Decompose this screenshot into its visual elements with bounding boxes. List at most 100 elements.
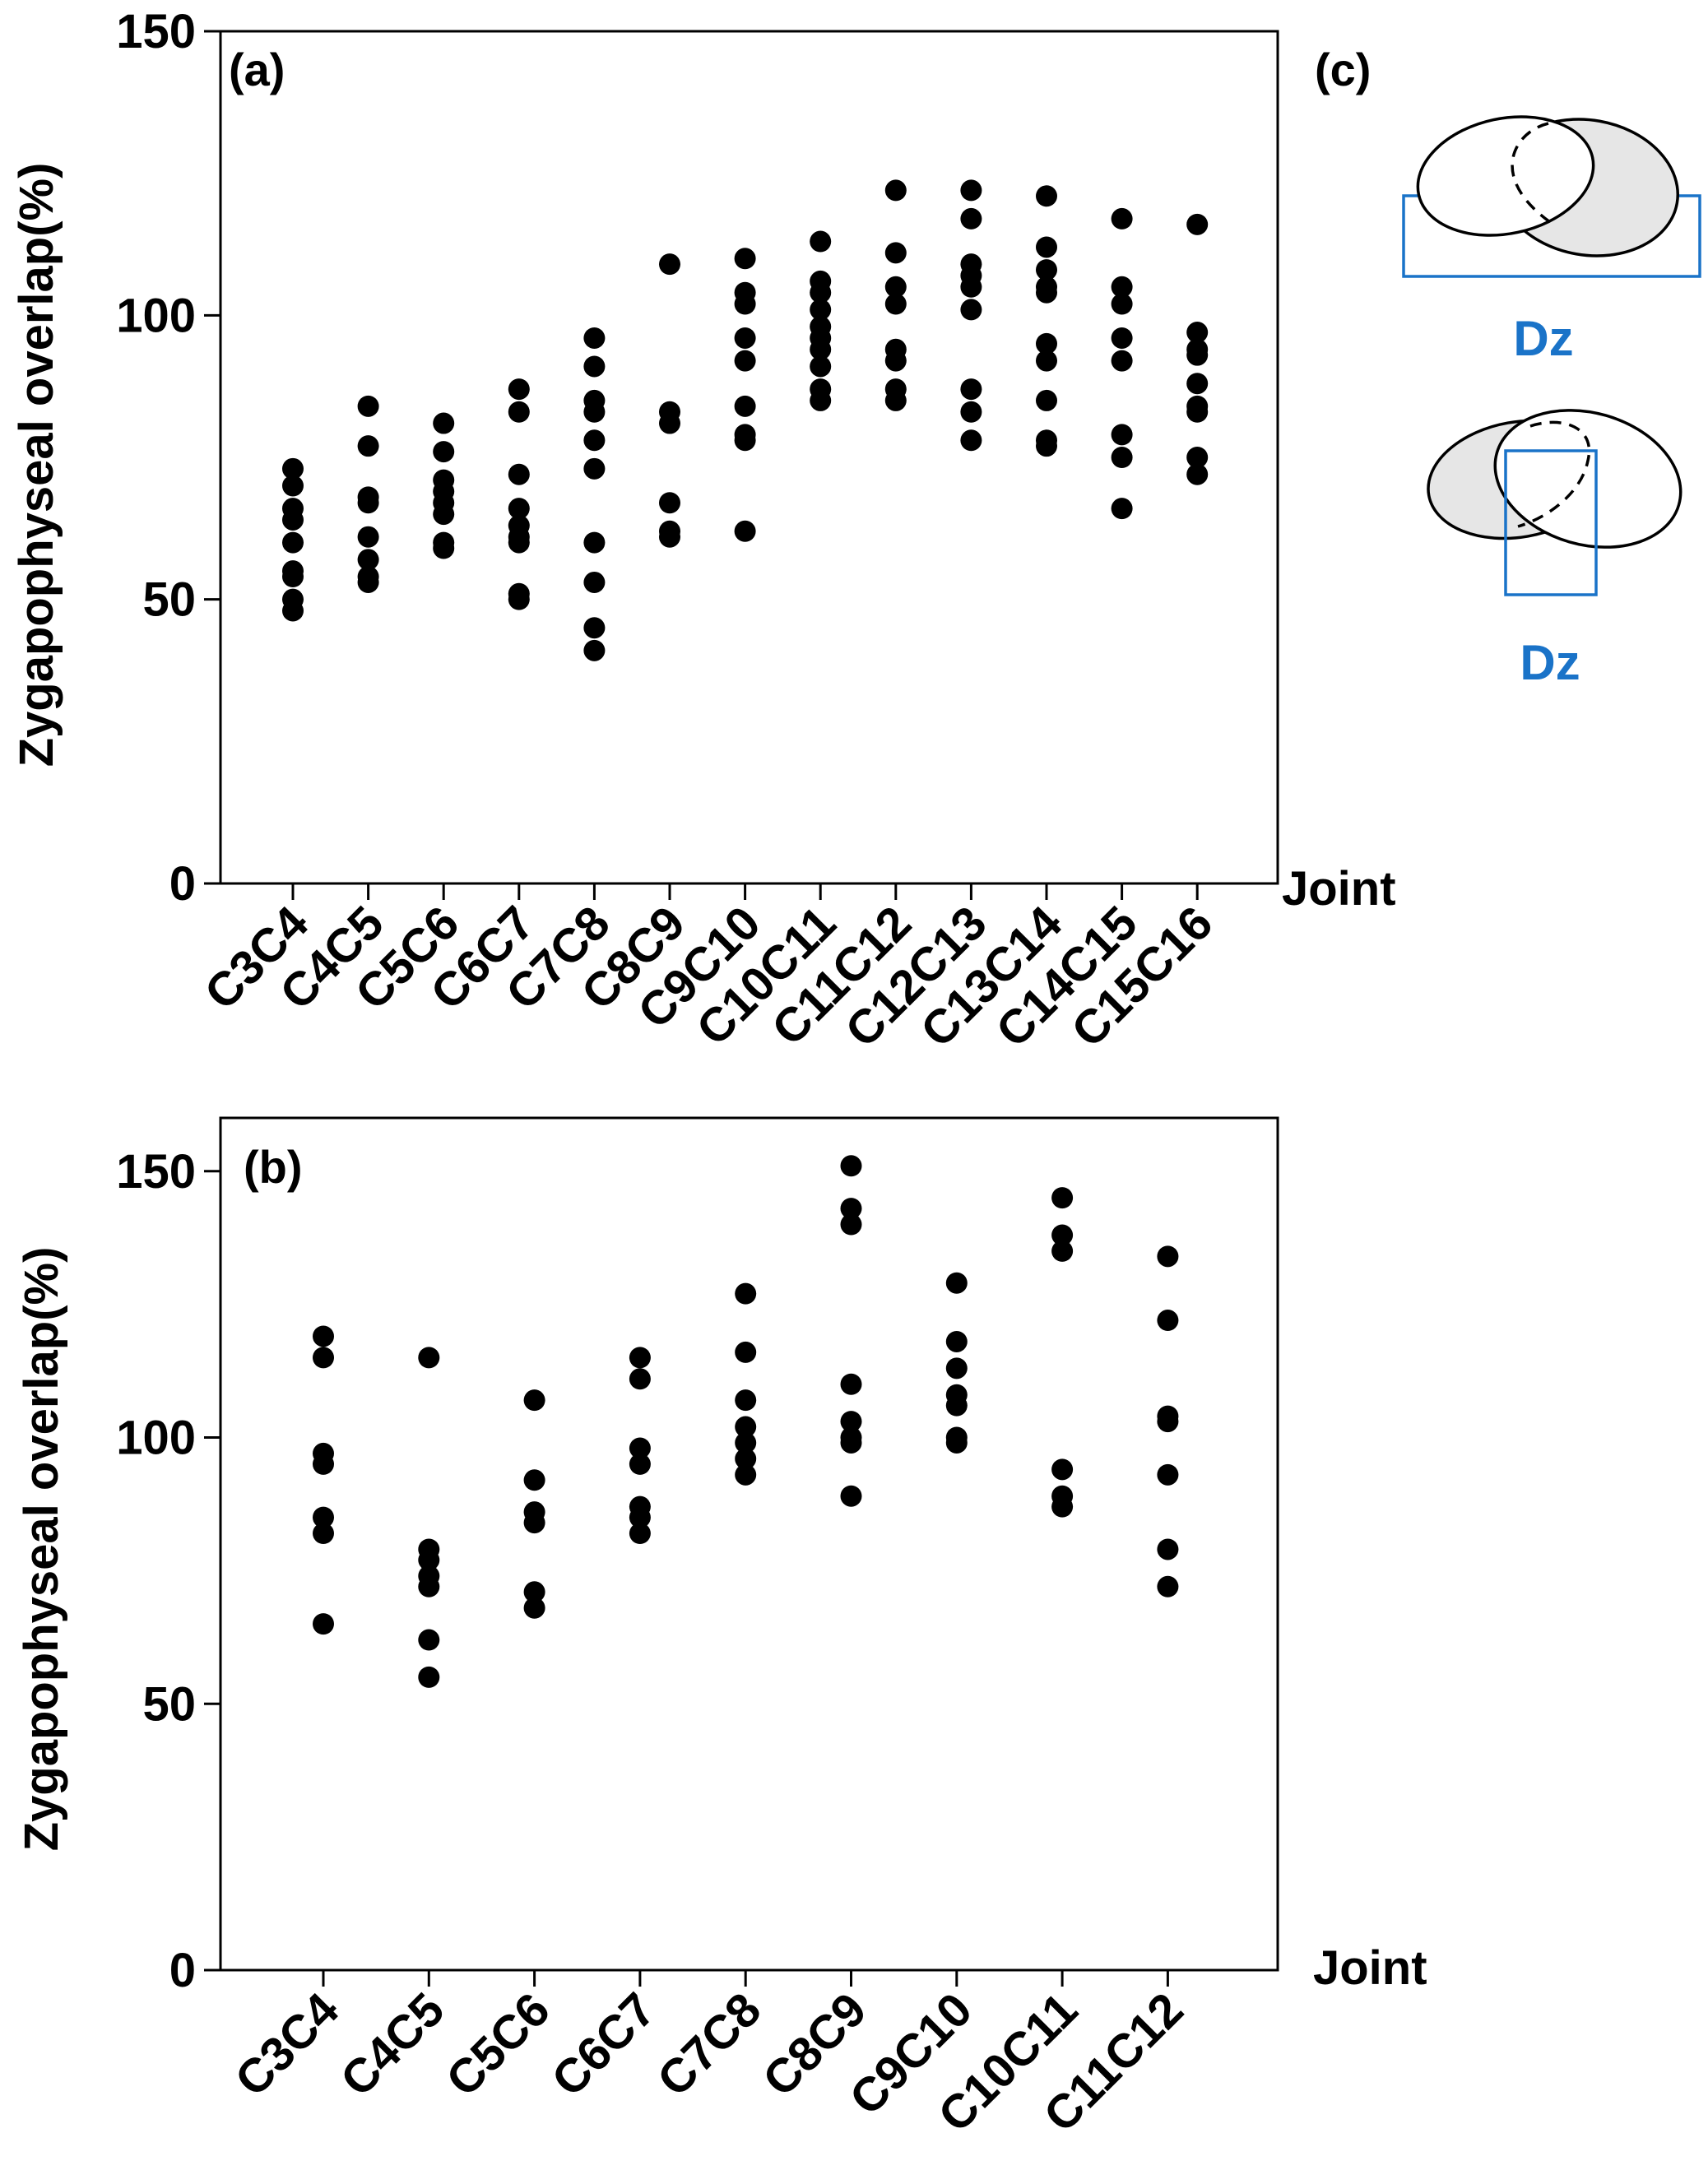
data-point (945, 1431, 968, 1454)
data-point (357, 549, 379, 571)
data-point (810, 389, 832, 411)
data-point (960, 207, 982, 230)
panel-a-data-points (282, 179, 1209, 661)
panel-b-y-axis: 0 50 100 150 (116, 1145, 220, 1997)
data-point (810, 281, 832, 304)
data-point (884, 179, 907, 202)
data-point (1111, 350, 1133, 372)
data-point (282, 531, 304, 554)
data-point (1051, 1458, 1074, 1481)
hidden-edge-dashed-top (1511, 122, 1552, 224)
data-point (313, 1506, 334, 1528)
hidden-edge-dashed-bottom (1517, 420, 1591, 528)
data-point (629, 1368, 651, 1390)
data-point (884, 293, 907, 315)
data-point (1111, 498, 1133, 520)
x-tick-label: C6C7 (541, 1982, 666, 2107)
data-point (313, 1523, 334, 1545)
data-point (583, 571, 606, 593)
data-point (1111, 447, 1133, 468)
x-tick-label: C3C4 (225, 1982, 349, 2107)
data-point (508, 588, 530, 610)
data-point (884, 389, 907, 411)
data-point (313, 1453, 334, 1475)
data-point (583, 639, 606, 661)
panel-b-frame (219, 1116, 1279, 1972)
panel-b-y-axis-title: Zygapophyseal overlap(%) (15, 1247, 68, 1852)
data-point (1036, 350, 1057, 372)
data-point (629, 1506, 651, 1528)
data-point (735, 1282, 757, 1305)
data-point (1051, 1495, 1074, 1518)
data-point (840, 1373, 862, 1395)
data-point (1157, 1411, 1179, 1433)
panel-b-x-axis: C3C4C4C5C5C6C6C7C7C8C8C9C9C10C10C11C11C1… (225, 1970, 1194, 2142)
data-point (282, 600, 304, 622)
panel-c-label: (c) (1315, 44, 1371, 95)
data-point (810, 338, 832, 360)
data-point (523, 1581, 545, 1603)
data-point (884, 276, 907, 298)
data-point (735, 1448, 757, 1470)
y-tick-label: 100 (116, 1412, 196, 1465)
data-point (1051, 1187, 1074, 1209)
data-point (840, 1213, 862, 1236)
panel-a-chart: (a) Zygapophyseal overlap(%) Joint 0 50 10… (10, 5, 1396, 1058)
y-tick-label: 50 (142, 573, 196, 627)
y-tick-label: 100 (116, 289, 196, 342)
data-point (945, 1394, 968, 1417)
panel-a-x-axis: C3C4C4C5C5C6C6C7C7C8C8C9C9C10C10C11C11C1… (194, 883, 1223, 1058)
data-point (810, 230, 832, 253)
panel-a-label: (a) (229, 44, 285, 95)
data-point (735, 1463, 757, 1486)
data-point (433, 503, 455, 526)
data-point (840, 1431, 862, 1454)
data-point (960, 276, 982, 298)
data-point (1186, 344, 1209, 366)
data-point (960, 401, 982, 423)
data-point (659, 253, 680, 276)
data-point (1186, 322, 1209, 344)
data-point (523, 1469, 545, 1491)
data-point (1051, 1240, 1074, 1262)
y-tick-label: 0 (169, 1944, 196, 1997)
overlap-diagram-top: Dz (1402, 115, 1701, 366)
data-point (734, 327, 756, 349)
y-tick-label: 150 (116, 1145, 196, 1199)
data-point (1036, 435, 1057, 457)
data-point (1051, 1224, 1074, 1246)
data-point (810, 299, 832, 321)
data-point (1186, 447, 1209, 468)
data-point (960, 179, 982, 202)
panel-b-label: (b) (244, 1141, 303, 1193)
panel-c-diagram: (c) Dz Dz (1315, 44, 1701, 690)
data-point (357, 395, 379, 417)
x-tick-label: C5C6 (436, 1982, 560, 2107)
data-point (282, 475, 304, 497)
data-point (960, 299, 982, 321)
data-point (734, 395, 756, 417)
data-point (313, 1613, 334, 1635)
data-point (508, 378, 530, 401)
data-point (960, 378, 982, 401)
data-point (508, 498, 530, 520)
data-point (810, 355, 832, 378)
data-point (433, 441, 455, 463)
data-point (1036, 332, 1057, 355)
data-point (523, 1597, 545, 1619)
data-point (734, 350, 756, 372)
data-point (884, 242, 907, 264)
data-point (734, 248, 756, 270)
data-point (659, 412, 680, 434)
data-point (583, 429, 606, 452)
data-point (418, 1347, 440, 1369)
data-point (583, 327, 606, 349)
panel-a-frame (219, 30, 1279, 885)
data-point (1157, 1310, 1179, 1332)
data-point (945, 1272, 968, 1294)
panel-b-chart: (b) Zygapophyseal overlap(%) Joint 0 50 10… (15, 1116, 1427, 2142)
data-point (508, 401, 530, 423)
data-point (282, 457, 304, 480)
data-point (508, 463, 530, 485)
data-point (735, 1341, 757, 1363)
